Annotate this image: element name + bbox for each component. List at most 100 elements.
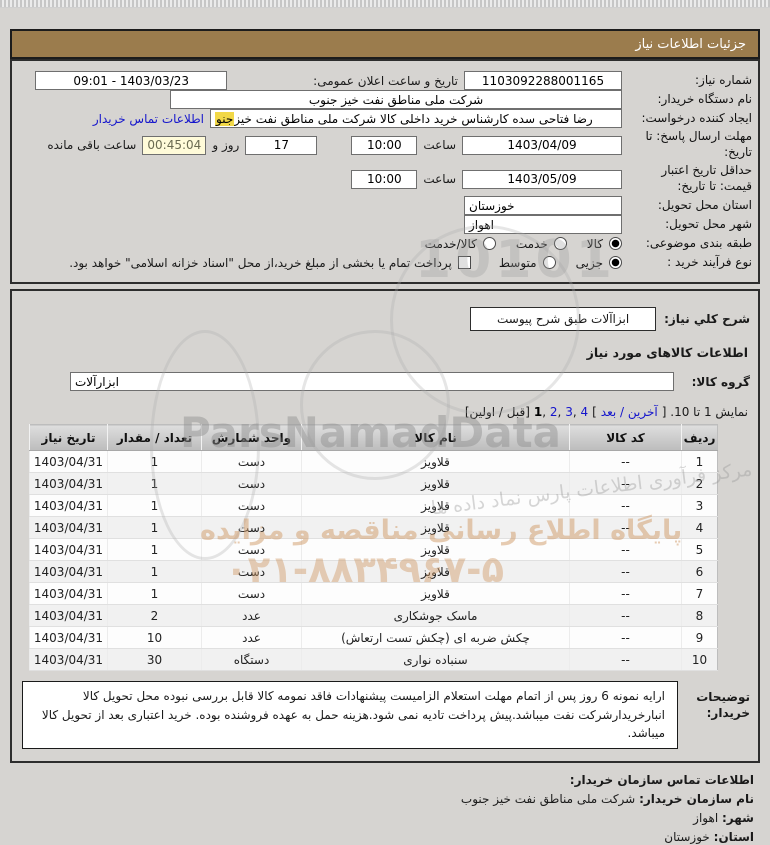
table-cell-date: 1403/04/31 [29,560,108,583]
table-cell-qty: 1 [107,538,202,561]
table-cell-row: 10 [681,648,718,671]
page-title: جزئیات اطلاعات نیاز [10,29,760,59]
table-cell-code: -- [569,494,682,517]
pagination-page-link[interactable]: 3 [565,405,573,419]
announce-label: تاریخ و ساعت اعلان عمومی: [313,73,458,88]
pagination-range: نمایش 1 تا 10. [ [661,405,748,419]
need-number-field[interactable]: 1103092288001165 [464,71,622,90]
table-cell-date: 1403/04/31 [29,450,108,473]
goods-table-header-row: ردیف کد کالا نام کالا واحد شمارش تعداد / مقد… [29,424,718,451]
table-cell-name: قلاویز [301,560,570,583]
response-deadline-label: مهلت ارسال پاسخ: تا تاریخ: [645,129,752,159]
radio-goods-service-label: کالا/خدمت [424,236,477,251]
table-cell-date: 1403/04/31 [29,582,108,605]
delivery-province-row: استان محل تحویل: خوزستان [22,196,752,215]
need-description-field[interactable]: ابزاآلات طبق شرح پیوست [470,307,657,331]
response-deadline-time-field[interactable]: 10:00 [351,135,418,155]
price-validity-time-field[interactable]: 10:00 [351,169,418,189]
response-deadline-date-field[interactable]: 1403/04/09 [462,135,622,155]
contact-province-label: استان: [713,829,754,844]
need-number-label: شماره نیاز: [695,72,752,87]
table-cell-qty: 1 [107,560,202,583]
table-cell-unit: دستگاه [201,648,302,671]
pagination-prev-first: [قبل / اولین] [464,405,530,419]
pagination-pages: 1, 2, 3, 4 [533,405,589,419]
table-cell-name: قلاویز [301,494,570,517]
table-cell-code: -- [569,472,682,495]
table-cell-unit: دست [201,560,302,583]
table-cell-code: -- [569,538,682,561]
announce-datetime-field[interactable]: 1403/03/23 - 09:01 [35,71,228,90]
treasury-checkbox[interactable] [457,256,471,269]
table-cell-date: 1403/04/31 [29,538,108,561]
radio-service-label: خدمت [515,236,548,251]
table-cell-name: قلاویز [301,516,570,539]
countdown-timer-field: 00:45:04 [142,135,207,155]
window-edge-pattern [0,0,770,8]
search-highlight: جنو [215,111,235,126]
table-cell-qty: 1 [107,472,202,495]
table-cell-unit: عدد [201,604,302,627]
table-cell-code: -- [569,604,682,627]
days-remaining-field[interactable]: 17 [245,135,318,155]
table-row: 5 -- قلاویز دست 1 1403/04/31 [29,538,718,561]
pagination-page-link[interactable]: 2 [549,405,558,419]
table-cell-qty: 2 [107,604,202,627]
table-cell-row: 8 [681,604,718,627]
table-cell-qty: 30 [107,648,202,671]
table-cell-date: 1403/04/31 [29,516,108,539]
radio-partial[interactable] [609,256,622,269]
table-cell-code: -- [569,560,682,583]
table-cell-name: قلاویز [301,472,570,495]
table-cell-unit: دست [201,516,302,539]
radio-medium[interactable] [542,256,556,269]
hour-label: ساعت [423,138,456,152]
contact-province-line: استان: خوزستان [16,828,754,845]
subject-category-row: طبقه بندی موضوعی: کالا خدمت کالا/خدمت [22,234,752,253]
goods-table-header-cell: تاریخ نیاز [29,424,108,451]
goods-detail-panel: شرح کلي نیاز: ابزاآلات طبق شرح پیوست اطل… [10,289,760,763]
buyer-org-field[interactable]: شرکت ملی مناطق نفت خیز جنوب [170,90,622,109]
table-cell-name: سنباده نواری [301,648,570,671]
delivery-city-label: شهر محل تحویل: [665,216,752,231]
pagination-last-next-link[interactable]: آخرین / بعد [600,405,658,419]
table-row: 3 -- قلاویز دست 1 1403/04/31 [29,494,718,517]
buyer-contact-section: اطلاعات تماس سازمان خریدار: نام سازمان خ… [16,771,754,845]
contact-city-value: اهواز [693,810,719,825]
delivery-city-field[interactable]: اهواز [464,215,622,234]
buyer-org-row: نام دستگاه خریدار: شرکت ملی مناطق نفت خی… [22,90,752,109]
days-and-label: روز و [212,138,240,152]
buyer-notes-row: توضیحات خریدار: ارایه نمونه 6 روز پس از … [22,681,750,749]
delivery-city-row: شهر محل تحویل: اهواز [22,215,752,234]
price-validity-label: حداقل تاریخ اعتبار قیمت: تا تاریخ: [661,163,752,193]
delivery-province-field[interactable]: خوزستان [464,196,622,215]
table-cell-code: -- [569,582,682,605]
goods-table: ردیف کد کالا نام کالا واحد شمارش تعداد / مقد… [29,424,718,671]
radio-goods[interactable] [609,237,622,250]
need-summary-panel: شماره نیاز: 1103092288001165 تاریخ و ساع… [10,59,760,284]
radio-medium-label: متوسط [498,255,537,270]
pagination-page-link[interactable]: 4 [580,405,589,419]
table-cell-code: -- [569,648,682,671]
buyer-notes-label: توضیحات خریدار: [696,690,750,721]
goods-table-header-cell: واحد شمارش [201,424,302,451]
need-description-row: شرح کلي نیاز: ابزاآلات طبق شرح پیوست [22,307,750,331]
table-cell-row: 3 [681,494,718,517]
table-cell-row: 1 [681,450,718,473]
table-cell-qty: 10 [107,626,202,649]
price-validity-row: حداقل تاریخ اعتبار قیمت: تا تاریخ: 1403/… [22,162,752,196]
buyer-contact-link[interactable]: اطلاعات تماس خریدار [92,111,204,126]
creator-field[interactable]: رضا فتاحی سده کارشناس خرید داخلی کالا شر… [210,109,622,128]
table-cell-row: 4 [681,516,718,539]
contact-org-label: نام سازمان خریدار: [639,791,754,806]
radio-goods-service[interactable] [482,237,496,250]
pagination-page-current: 1 [533,405,543,419]
radio-service[interactable] [553,237,567,250]
price-validity-date-field[interactable]: 1403/05/09 [462,169,622,189]
goods-table-body: 1 -- قلاویز دست 1 1403/04/31 2 -- قلاویز دست 1 1403… [29,450,718,671]
table-cell-code: -- [569,516,682,539]
need-number-row: شماره نیاز: 1103092288001165 تاریخ و ساع… [22,71,752,90]
goods-group-field[interactable]: ابزارآلات [70,372,674,391]
creator-row: ایجاد کننده درخواست: رضا فتاحی سده کارشن… [22,109,752,128]
table-cell-date: 1403/04/31 [29,604,108,627]
